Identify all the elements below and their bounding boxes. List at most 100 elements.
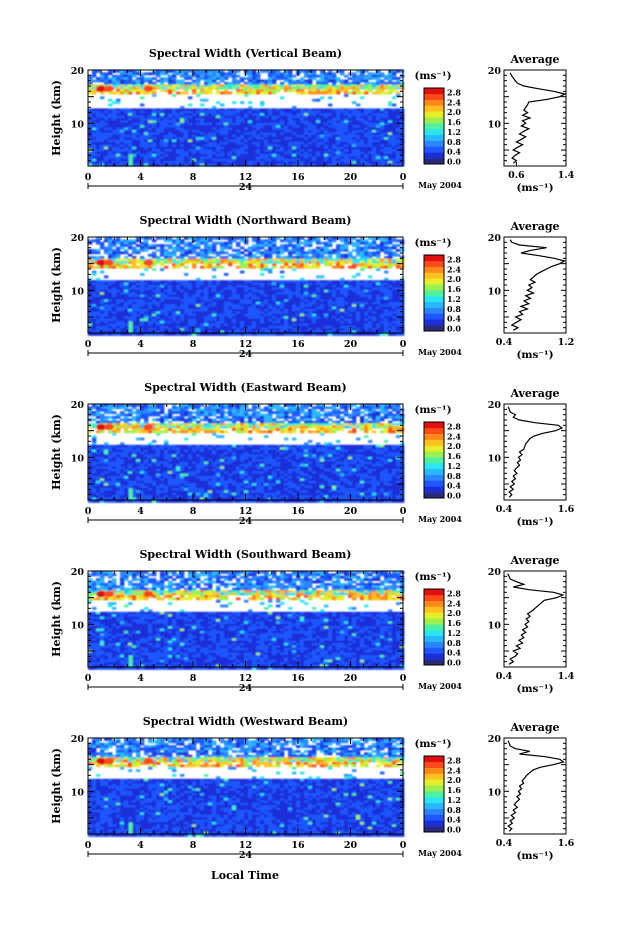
- heatmap-cell: [292, 82, 297, 85]
- heatmap-cell: [388, 142, 393, 145]
- heatmap-cell: [220, 244, 225, 247]
- heatmap-cell: [132, 292, 137, 295]
- heatmap-cell: [124, 285, 129, 288]
- heatmap-cell: [260, 316, 265, 319]
- heatmap-cell: [192, 309, 197, 312]
- heatmap-cell: [132, 125, 137, 128]
- heatmap-cell: [140, 301, 145, 305]
- heatmap-cell: [272, 132, 277, 136]
- heatmap-cell: [188, 70, 193, 73]
- heatmap-cell: [208, 309, 213, 312]
- heatmap-cell: [268, 285, 273, 288]
- heatmap-cell: [396, 115, 401, 119]
- heatmap-cell: [172, 118, 177, 121]
- heatmap-cell: [212, 163, 217, 167]
- heatmap-cell: [212, 306, 217, 310]
- heatmap-cell: [248, 120, 253, 124]
- heatmap-cell: [288, 297, 293, 300]
- heatmap-cell: [156, 142, 161, 145]
- heatmap-cell: [220, 306, 225, 310]
- heatmap-cell: [360, 318, 365, 322]
- heatmap-cell: [288, 313, 293, 317]
- heatmap-cell: [168, 132, 173, 136]
- heatmap-cell: [280, 313, 285, 317]
- heatmap-cell: [336, 304, 341, 307]
- heatmap-cell: [116, 301, 121, 305]
- heatmap-cell: [360, 91, 365, 95]
- heatmap-cell: [176, 241, 181, 245]
- heatmap-cell: [132, 282, 137, 286]
- heatmap-cell: [296, 285, 301, 288]
- heatmap-cell: [152, 306, 157, 310]
- heatmap-cell: [152, 125, 157, 128]
- heatmap-cell: [116, 144, 121, 148]
- heatmap-cell: [124, 301, 129, 305]
- heatmap-cell: [216, 134, 221, 138]
- heatmap-cell: [184, 130, 189, 133]
- heatmap-cell: [256, 110, 261, 114]
- heatmap-cell: [232, 294, 237, 298]
- heatmap-cell: [212, 132, 217, 136]
- y-axis-label: Height (km): [50, 80, 63, 156]
- heatmap-cell: [264, 268, 269, 271]
- heatmap-cell: [192, 149, 197, 152]
- heatmap-cell: [244, 144, 249, 148]
- heatmap-cell: [116, 127, 121, 131]
- heatmap-cell: [140, 122, 145, 126]
- heatmap-cell: [152, 84, 157, 88]
- heatmap-cell: [376, 294, 381, 298]
- heatmap-cell: [372, 77, 377, 80]
- heatmap-cell: [264, 309, 269, 312]
- heatmap-cell: [256, 239, 261, 243]
- heatmap-cell: [344, 321, 349, 324]
- heatmap-cell: [160, 321, 165, 324]
- heatmap-cell: [108, 299, 113, 303]
- heatmap-cell: [380, 120, 385, 124]
- heatmap-cell: [276, 156, 281, 160]
- heatmap-cell: [376, 122, 381, 126]
- heatmap-cell: [396, 299, 401, 303]
- heatmap-cell: [304, 241, 309, 245]
- heatmap-cell: [296, 115, 301, 119]
- heatmap-cell: [124, 137, 129, 140]
- heatmap-cell: [324, 161, 329, 164]
- heatmap-cell: [140, 134, 145, 138]
- heatmap-cell: [276, 163, 281, 167]
- heatmap-cell: [312, 287, 317, 291]
- heatmap-cell: [116, 151, 121, 155]
- heatmap-cell: [256, 292, 261, 295]
- heatmap-cell: [104, 313, 109, 317]
- heatmap-cell: [164, 115, 169, 119]
- heatmap-cell: [244, 139, 249, 143]
- heatmap-cell: [292, 237, 297, 240]
- heatmap-cell: [248, 79, 253, 83]
- heatmap-cell: [260, 110, 265, 114]
- heatmap-cell: [268, 251, 273, 255]
- heatmap-cell: [312, 265, 317, 269]
- heatmap-cell: [180, 318, 185, 322]
- heatmap-cell: [216, 258, 221, 262]
- heatmap-cell: [220, 301, 225, 305]
- heatmap-cell: [396, 70, 401, 73]
- heatmap-cell: [116, 149, 121, 152]
- heatmap-cell: [232, 125, 237, 128]
- heatmap-cell: [100, 72, 105, 76]
- heatmap-cell: [276, 74, 281, 78]
- heatmap-cell: [292, 263, 297, 267]
- heatmap-cell: [100, 244, 105, 247]
- heatmap-cell: [200, 158, 205, 162]
- heatmap-cell: [308, 146, 313, 150]
- heatmap-cell: [148, 137, 153, 140]
- heatmap-cell: [376, 244, 381, 247]
- heatmap-cell: [356, 108, 361, 112]
- heatmap-cell: [332, 79, 337, 83]
- heatmap-cell: [312, 146, 317, 150]
- heatmap-cell: [112, 125, 117, 128]
- heatmap-cell: [368, 292, 373, 295]
- heatmap-cell: [108, 321, 113, 324]
- heatmap-cell: [272, 294, 277, 298]
- heatmap-cell: [348, 316, 353, 319]
- heatmap-cell: [176, 246, 181, 250]
- heatmap-cell: [256, 251, 261, 255]
- heatmap-cell: [388, 251, 393, 255]
